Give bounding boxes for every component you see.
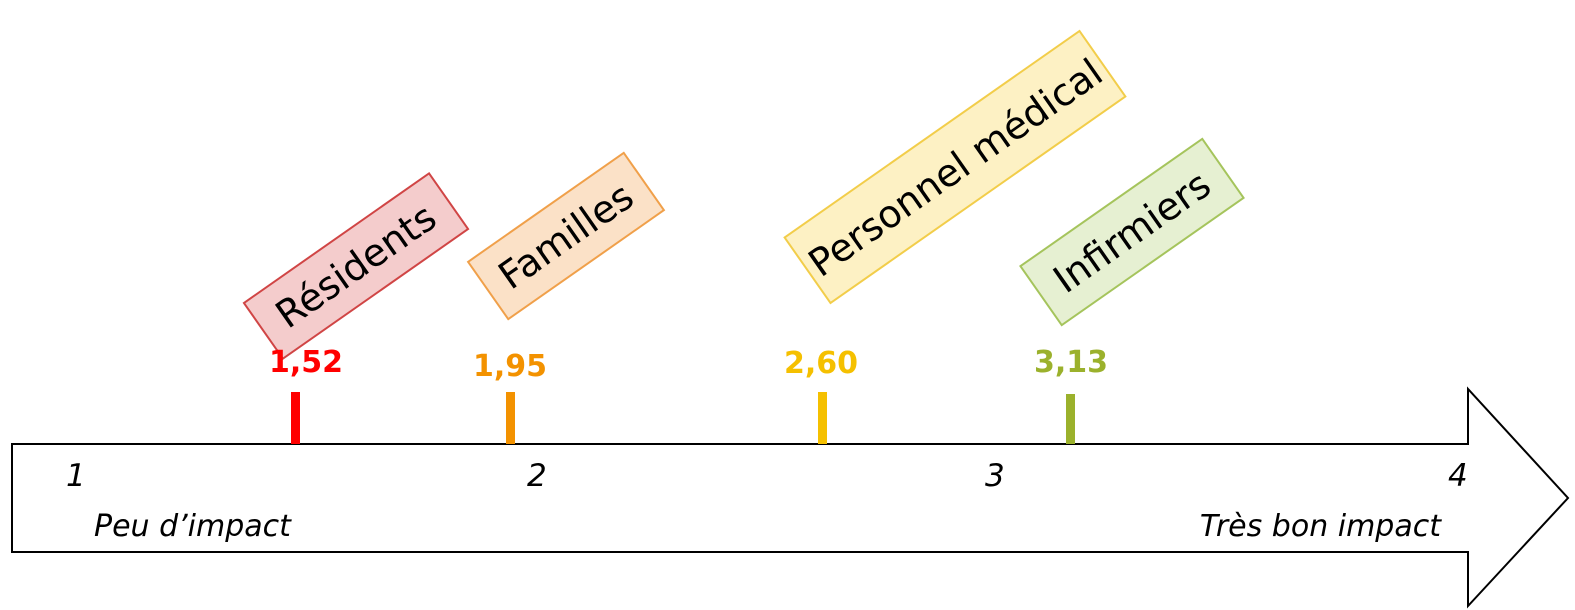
tick-mark-residents bbox=[291, 392, 300, 444]
low-impact-label: Peu d’impact bbox=[94, 509, 292, 544]
group-box-infirmiers bbox=[1019, 137, 1245, 327]
group-box-residents bbox=[242, 171, 470, 361]
value-label-familles: 1,95 bbox=[473, 349, 547, 384]
tick-label-3: 3 bbox=[985, 458, 1005, 494]
group-label-residents: Résidents bbox=[268, 195, 445, 337]
marker-infirmiers: Infirmiers 3,13 bbox=[1019, 137, 1245, 444]
high-impact-label: Très bon impact bbox=[1200, 509, 1442, 544]
tick-label-4: 4 bbox=[1448, 458, 1468, 494]
tick-label-1: 1 bbox=[66, 458, 86, 494]
tick-label-2: 2 bbox=[527, 458, 547, 494]
marker-residents: Résidents 1,52 bbox=[242, 171, 470, 444]
tick-mark-infirmiers bbox=[1066, 394, 1075, 444]
tick-mark-familles bbox=[506, 392, 515, 444]
tick-mark-personnel-medical bbox=[818, 392, 827, 444]
scale-arrow bbox=[11, 386, 1570, 609]
group-box-personnel-medical bbox=[783, 29, 1127, 305]
value-label-infirmiers: 3,13 bbox=[1034, 345, 1108, 380]
group-box-familles bbox=[466, 151, 666, 321]
value-label-personnel-medical: 2,60 bbox=[784, 346, 858, 381]
value-label-residents: 1,52 bbox=[269, 345, 343, 380]
marker-familles: Familles 1,95 bbox=[466, 151, 666, 444]
